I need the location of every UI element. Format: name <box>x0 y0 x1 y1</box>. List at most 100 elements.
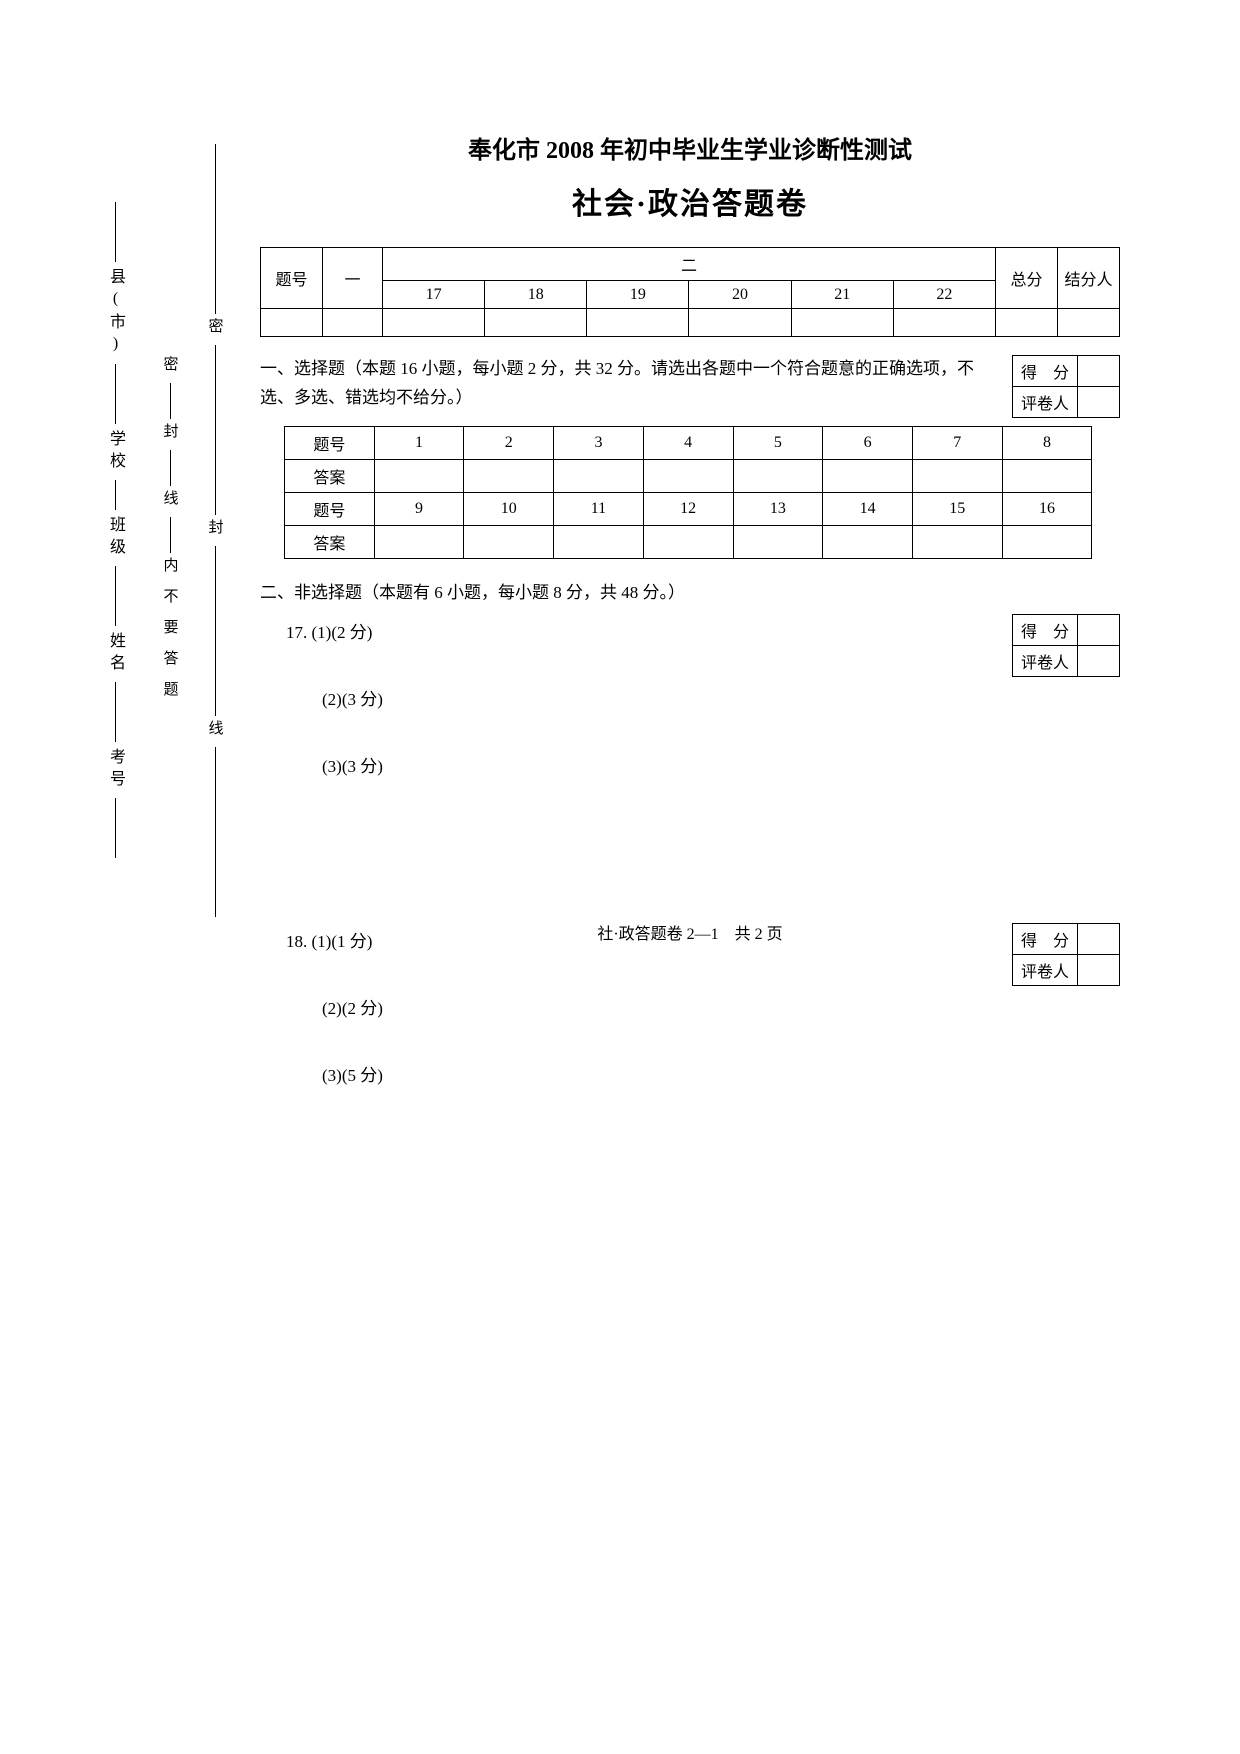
info-column: 县(市) 学校 班级 姓名 考号 <box>100 140 130 920</box>
lbl-score: 得 分 <box>1012 614 1077 645</box>
question-17-block: 17. (1)(2 分) 得 分 评卷人 (2)(3 分) (3)(3 分) <box>286 618 1120 777</box>
section1-score-box: 得 分 评卷人 <box>1012 355 1120 418</box>
vline <box>170 450 171 486</box>
exam-subtitle: 社会·政治答题卷 <box>260 179 1120 223</box>
blank-cell <box>374 460 464 493</box>
q18-3: (3)(5 分) <box>322 1061 1120 1086</box>
hdr-scorer: 结分人 <box>1058 248 1120 309</box>
qnum: 12 <box>643 493 733 526</box>
vline <box>115 480 116 510</box>
row-tihao: 题号 <box>285 493 375 526</box>
lbl-score: 得 分 <box>1012 356 1077 387</box>
vline <box>115 364 116 424</box>
vline <box>115 202 116 262</box>
blank-cell <box>643 526 733 559</box>
seal-char: 封 <box>160 423 181 446</box>
blank-cell <box>485 309 587 337</box>
field-class: 班级 <box>103 516 127 560</box>
blank-cell <box>912 460 1002 493</box>
seal-warning-column: 密 封 线 内 不 要 答 题 <box>155 140 185 920</box>
q17-3: (3)(3 分) <box>322 752 1120 777</box>
sub-21: 21 <box>791 281 893 309</box>
blank-cell <box>1078 614 1120 645</box>
vline <box>170 517 171 553</box>
sub-17: 17 <box>383 281 485 309</box>
blank-cell <box>733 526 823 559</box>
seal-char: 答 <box>160 650 181 673</box>
qnum: 3 <box>554 427 644 460</box>
blank-cell <box>823 526 913 559</box>
vline <box>115 798 116 858</box>
q17-2: (2)(3 分) <box>322 685 1120 710</box>
blank-cell <box>1078 645 1120 676</box>
blank-cell <box>1058 309 1120 337</box>
seal-char: 内 <box>160 557 181 580</box>
qnum: 13 <box>733 493 823 526</box>
blank-cell <box>1078 954 1120 985</box>
blank-cell <box>733 460 823 493</box>
qnum: 1 <box>374 427 464 460</box>
row-answer: 答案 <box>285 460 375 493</box>
row-answer: 答案 <box>285 526 375 559</box>
seal-char: 密 <box>160 356 181 379</box>
vline <box>215 546 216 716</box>
qnum: 10 <box>464 493 554 526</box>
qnum: 8 <box>1002 427 1092 460</box>
hdr-part2: 二 <box>383 248 996 281</box>
exam-title: 奉化市 2008 年初中毕业生学业诊断性测试 <box>260 130 1120 165</box>
vline <box>215 747 216 917</box>
sub-22: 22 <box>893 281 995 309</box>
binding-strip: 县(市) 学校 班级 姓名 考号 密 封 线 内 不 要 答 题 <box>100 140 230 920</box>
blank-cell <box>554 460 644 493</box>
hdr-total: 总分 <box>996 248 1058 309</box>
qnum: 15 <box>912 493 1002 526</box>
qnum: 4 <box>643 427 733 460</box>
vline <box>215 144 216 314</box>
page: 县(市) 学校 班级 姓名 考号 密 封 线 内 不 要 答 题 <box>100 130 1140 1630</box>
qnum: 14 <box>823 493 913 526</box>
seal-char: 题 <box>160 681 181 704</box>
qnum: 11 <box>554 493 644 526</box>
blank-cell <box>464 526 554 559</box>
page-footer: 社·政答题卷 2—1 共 2 页 <box>260 920 1120 944</box>
question-18-block: 18. (1)(1 分) 得 分 评卷人 (2)(2 分) (3)(5 分) <box>286 927 1120 1086</box>
q17-1: 17. (1)(2 分) <box>286 618 372 643</box>
qnum: 2 <box>464 427 554 460</box>
field-school: 学校 <box>103 430 127 474</box>
q17-score-box: 得 分 评卷人 <box>1012 614 1120 677</box>
blank-cell <box>1078 387 1120 418</box>
seal-char: 线 <box>160 490 181 513</box>
content-area: 奉化市 2008 年初中毕业生学业诊断性测试 社会·政治答题卷 题号 一 二 总… <box>260 130 1120 1128</box>
blank-cell <box>823 460 913 493</box>
blank-cell <box>554 526 644 559</box>
sub-20: 20 <box>689 281 791 309</box>
overall-score-table: 题号 一 二 总分 结分人 17 18 19 20 21 22 <box>260 247 1120 337</box>
vline <box>115 682 116 742</box>
seal-line-column: 密 封 线 <box>200 140 230 920</box>
field-name: 姓名 <box>103 632 127 676</box>
blank-cell <box>1002 460 1092 493</box>
qnum: 5 <box>733 427 823 460</box>
row-tihao: 题号 <box>285 427 375 460</box>
blank-cell <box>643 460 733 493</box>
seal-char: 要 <box>160 619 181 642</box>
blank-cell <box>464 460 554 493</box>
vline <box>115 566 116 626</box>
q18-2: (2)(2 分) <box>322 994 1120 1019</box>
blank-cell <box>689 309 791 337</box>
blank-cell <box>587 309 689 337</box>
blank-cell <box>893 309 995 337</box>
field-examno: 考号 <box>103 748 127 792</box>
field-county: 县(市) <box>103 268 127 358</box>
lbl-grader: 评卷人 <box>1012 387 1077 418</box>
sub-18: 18 <box>485 281 587 309</box>
qnum: 7 <box>912 427 1002 460</box>
section1-row: 一、选择题（本题 16 小题，每小题 2 分，共 32 分。请选出各题中一个符合… <box>260 355 1120 418</box>
section2-heading: 二、非选择题（本题有 6 小题，每小题 8 分，共 48 分。） <box>260 579 1120 608</box>
blank-cell <box>791 309 893 337</box>
sub-19: 19 <box>587 281 689 309</box>
blank-cell <box>1078 356 1120 387</box>
blank-cell <box>996 309 1058 337</box>
blank-cell <box>1002 526 1092 559</box>
seal-char: 密 <box>205 318 226 341</box>
